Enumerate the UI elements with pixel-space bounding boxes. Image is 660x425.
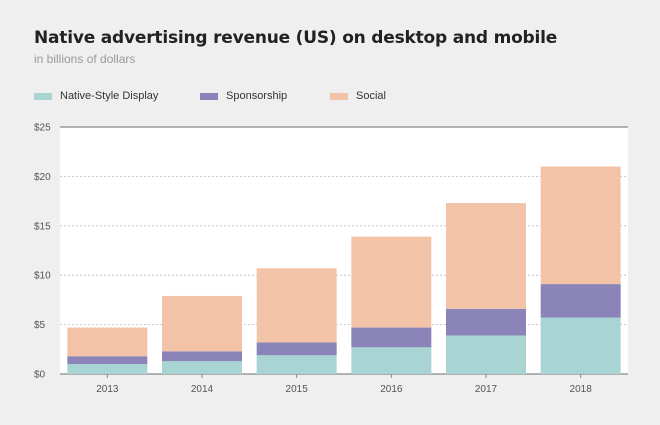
bar-native-style-display-2015 [256, 355, 337, 374]
chart-legend: Native-Style Display Sponsorship Social [34, 90, 640, 106]
legend-label-native-style-display: Native-Style Display [60, 90, 159, 102]
legend-item-native-style-display: Native-Style Display [34, 90, 158, 102]
bar-social-2018 [540, 166, 621, 285]
y-tick-label-25: $25 [34, 123, 51, 134]
chart-subtitle: in billions of dollars [34, 52, 136, 66]
legend-label-sponsorship: Sponsorship [226, 90, 288, 102]
y-tick-label-20: $20 [34, 172, 51, 183]
x-tick-label-2017: 2017 [475, 384, 498, 395]
legend-swatch-sponsorship [200, 92, 218, 100]
bar-native-style-display-2013 [67, 364, 148, 374]
bar-native-style-display-2016 [351, 347, 432, 374]
bar-social-2015 [256, 268, 337, 343]
bar-native-style-display-2014 [162, 361, 242, 374]
x-tick-label-2015: 2015 [286, 384, 309, 395]
bar-sponsorship-2017 [446, 308, 526, 336]
y-tick-label-0: $0 [34, 370, 46, 381]
bar-sponsorship-2014 [162, 351, 242, 362]
bar-native-style-display-2018 [540, 317, 621, 374]
y-tick-label-5: $5 [34, 320, 46, 331]
y-tick-label-10: $10 [34, 271, 51, 282]
legend-item-sponsorship: Sponsorship [200, 90, 287, 102]
bar-sponsorship-2015 [256, 342, 337, 356]
bar-social-2017 [446, 203, 526, 309]
bar-sponsorship-2013 [67, 356, 148, 365]
bar-sponsorship-2016 [351, 327, 432, 348]
bar-native-style-display-2017 [446, 335, 526, 374]
bar-social-2016 [351, 236, 432, 328]
x-tick-label-2013: 2013 [96, 384, 119, 395]
plot-background [60, 127, 628, 374]
bar-social-2014 [162, 295, 242, 352]
bar-sponsorship-2018 [540, 284, 621, 318]
legend-swatch-native-style-display [34, 92, 52, 100]
legend-label-social: Social [356, 90, 386, 102]
x-tick-label-2016: 2016 [380, 384, 403, 395]
x-tick-label-2014: 2014 [191, 384, 214, 395]
y-tick-label-15: $15 [34, 221, 51, 232]
legend-item-social: Social [330, 90, 386, 102]
x-tick-label-2018: 2018 [570, 384, 593, 395]
chart-title: Native advertising revenue (US) on deskt… [34, 28, 558, 48]
legend-swatch-social [330, 92, 348, 100]
bar-social-2013 [67, 327, 148, 357]
